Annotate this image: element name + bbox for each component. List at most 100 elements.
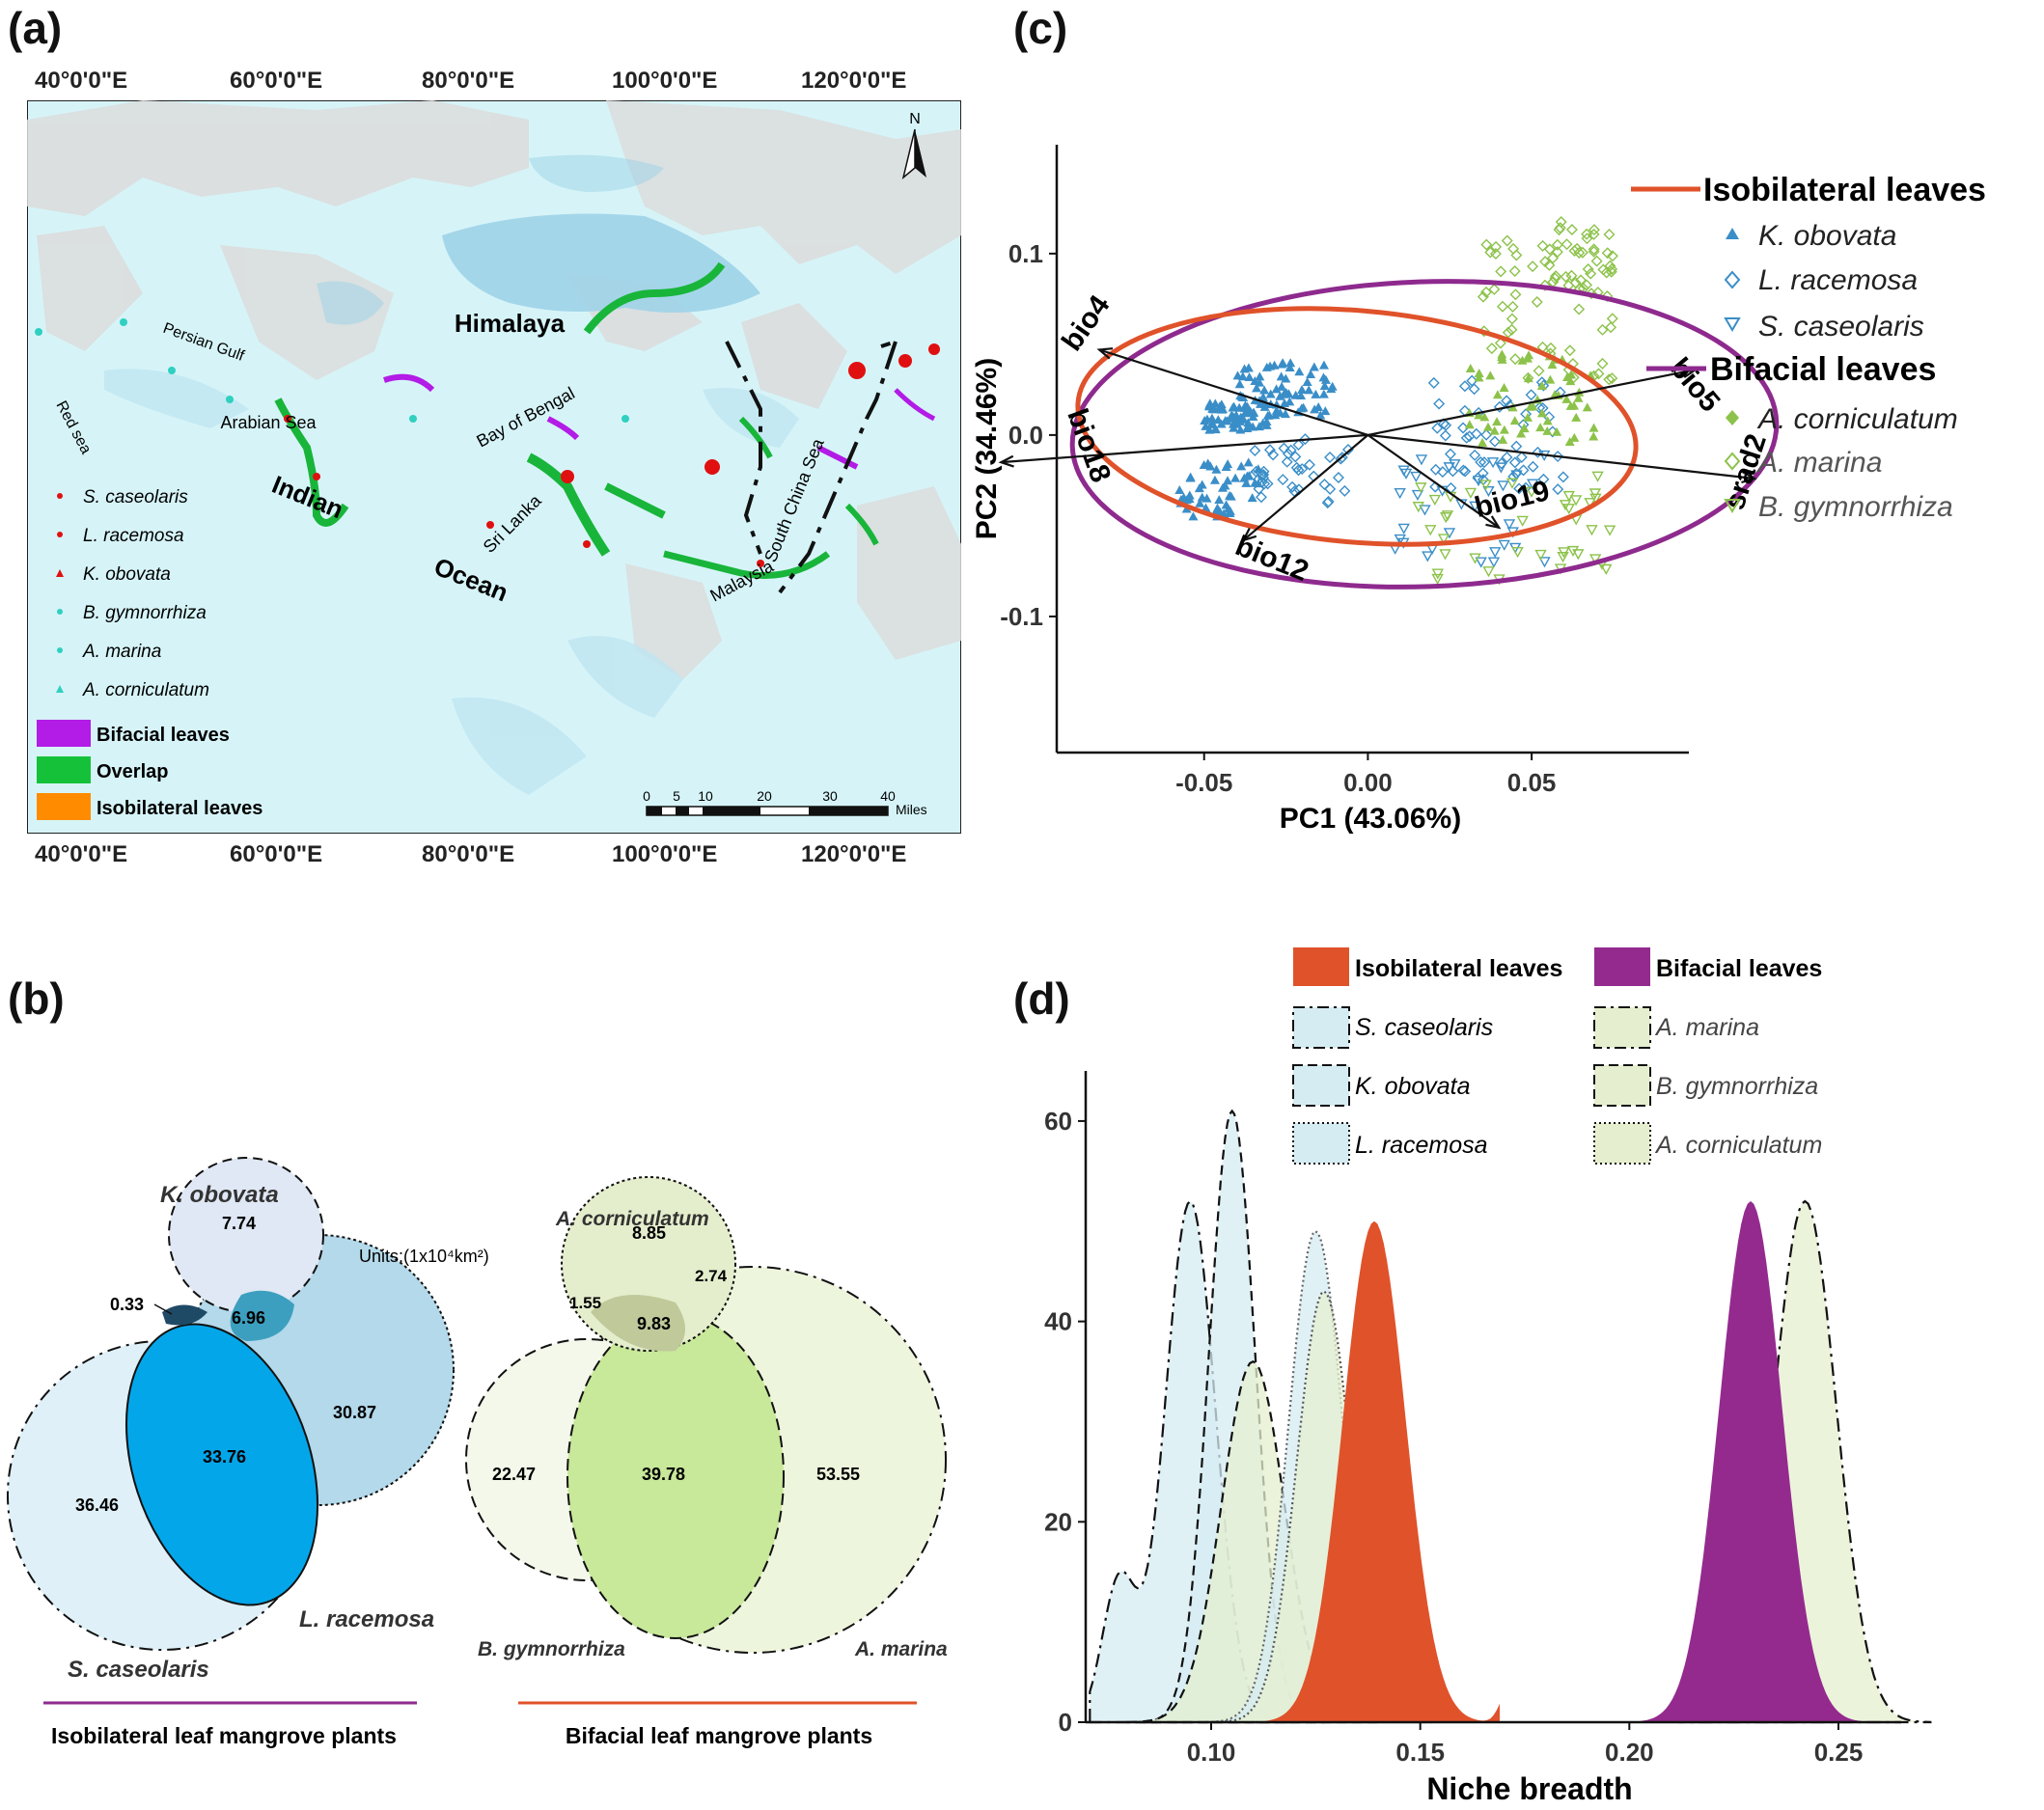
pca-point xyxy=(1552,451,1564,463)
pca-point xyxy=(1281,455,1293,468)
pca-point xyxy=(1223,504,1233,513)
venn-v-s-only: 36.46 xyxy=(75,1495,119,1515)
pca-arrow-bio18 xyxy=(1001,433,1368,464)
pca-point xyxy=(1214,495,1225,505)
lon-tick-bottom-100: 100°0'0"E xyxy=(612,841,718,867)
density-x-tick: 0.20 xyxy=(1605,1738,1654,1767)
venn-v-s-l: 33.76 xyxy=(203,1447,246,1467)
pca-point xyxy=(1174,485,1185,495)
pca-point xyxy=(1255,371,1265,381)
pca-point xyxy=(1591,471,1604,482)
pca-point xyxy=(1277,474,1289,486)
pca-point xyxy=(1241,478,1252,487)
pca-point xyxy=(1603,525,1616,536)
pca-point xyxy=(1411,489,1424,501)
pca-legend-k-obovata: K. obovata xyxy=(1758,220,1896,252)
pca-point xyxy=(1200,416,1210,425)
density-y-tick: 40 xyxy=(1044,1307,1072,1336)
density-x-label: Niche breadth xyxy=(1426,1771,1632,1806)
pca-point xyxy=(1443,462,1455,474)
pca-point xyxy=(1269,360,1280,370)
pca-point xyxy=(1318,360,1329,370)
pca-point xyxy=(1297,384,1308,394)
pca-arrow-label-bio18: bio18 xyxy=(1061,404,1117,486)
pca-point xyxy=(1572,549,1585,561)
pca-point xyxy=(1606,262,1618,275)
pca-point xyxy=(1566,545,1580,558)
pca-point xyxy=(1511,547,1524,559)
pca-point xyxy=(1247,493,1257,503)
pca-point xyxy=(1257,465,1270,478)
pca-point xyxy=(1523,373,1533,383)
scale-tick-40: 40 xyxy=(880,788,896,804)
pca-point xyxy=(1270,410,1281,420)
lon-tick-top-120: 120°0'0"E xyxy=(801,68,907,94)
pca-point xyxy=(1469,449,1481,461)
pca-point xyxy=(1524,350,1534,360)
legend-box-overlap xyxy=(37,756,91,783)
density-x-tick: 0.25 xyxy=(1814,1738,1864,1767)
pca-point xyxy=(1394,534,1406,546)
pca-arrow-bio5 xyxy=(1367,369,1697,436)
pca-point xyxy=(1505,313,1518,325)
density-y-tick: 20 xyxy=(1044,1507,1072,1536)
pca-point xyxy=(1581,279,1593,291)
venn-panel: 7.74 6.96 0.33 30.87 33.76 36.46 K. obov… xyxy=(7,1157,948,1748)
pca-point xyxy=(1240,400,1251,410)
pca-point xyxy=(1606,250,1618,262)
legend-s-caseolaris: S. caseolaris xyxy=(83,487,188,507)
boundary-lines xyxy=(725,340,898,594)
pca-point xyxy=(1479,286,1492,298)
pca-x-tick: 0.05 xyxy=(1507,768,1557,797)
pca-point xyxy=(1318,372,1329,382)
pca-point xyxy=(1582,402,1592,412)
pca-point xyxy=(1259,401,1270,411)
pca-point xyxy=(1256,469,1268,481)
pca-point xyxy=(1394,487,1406,500)
pca-point xyxy=(1444,448,1456,460)
venn-label-a-corniculatum: A. corniculatum xyxy=(555,1208,709,1230)
pca-point xyxy=(1410,471,1423,482)
pca-point xyxy=(1412,502,1424,513)
pca-legend-l-racemosa: L. racemosa xyxy=(1758,264,1918,296)
pca-point xyxy=(1437,418,1450,430)
pca-point xyxy=(1229,413,1239,423)
pca-point xyxy=(1507,242,1520,255)
pca-point xyxy=(1226,491,1236,501)
pca-point xyxy=(1532,446,1544,458)
pca-point xyxy=(1277,381,1287,391)
pca-point xyxy=(1265,389,1276,398)
pca-point xyxy=(1313,402,1324,412)
pca-point xyxy=(1478,437,1488,447)
pca-y-tick: 0.0 xyxy=(1008,421,1043,450)
pca-point xyxy=(1537,473,1550,485)
venn-overlap-s-l xyxy=(124,1323,319,1606)
pca-point xyxy=(1465,363,1476,372)
pca-point xyxy=(1315,410,1326,420)
pca-y-label: PC2 (34.46%) xyxy=(971,358,1003,539)
pca-point xyxy=(1505,478,1519,489)
pca-point xyxy=(1542,416,1553,425)
scale-tick-0: 0 xyxy=(643,788,650,804)
pca-point xyxy=(1326,384,1337,394)
pca-point xyxy=(1437,534,1450,545)
lon-tick-bottom-80: 80°0'0"E xyxy=(422,841,515,867)
pca-point xyxy=(1285,358,1296,368)
pca-point xyxy=(1284,444,1297,456)
density-curve-bifacial-leaves xyxy=(1625,1201,1876,1722)
scale-tick-20: 20 xyxy=(757,788,772,804)
venn-label-s-caseolaris: S. caseolaris xyxy=(68,1657,209,1683)
legend-l-racemosa: L. racemosa xyxy=(83,526,184,546)
pca-point xyxy=(1237,371,1248,381)
lon-tick-bottom-120: 120°0'0"E xyxy=(801,841,907,867)
pca-arrow-bio19 xyxy=(1367,433,1500,529)
pca-point xyxy=(1506,300,1519,313)
pca-point xyxy=(1185,473,1196,482)
pca-point xyxy=(1560,270,1572,283)
density-curves xyxy=(1089,1109,1932,1724)
venn-overlap-all xyxy=(591,1295,685,1352)
density-legend-k-obovata: K. obovata xyxy=(1355,1073,1471,1100)
legend-a-corniculatum: A. corniculatum xyxy=(82,680,209,700)
venn-overlap-k-s xyxy=(162,1304,207,1326)
pca-point xyxy=(1588,243,1600,256)
